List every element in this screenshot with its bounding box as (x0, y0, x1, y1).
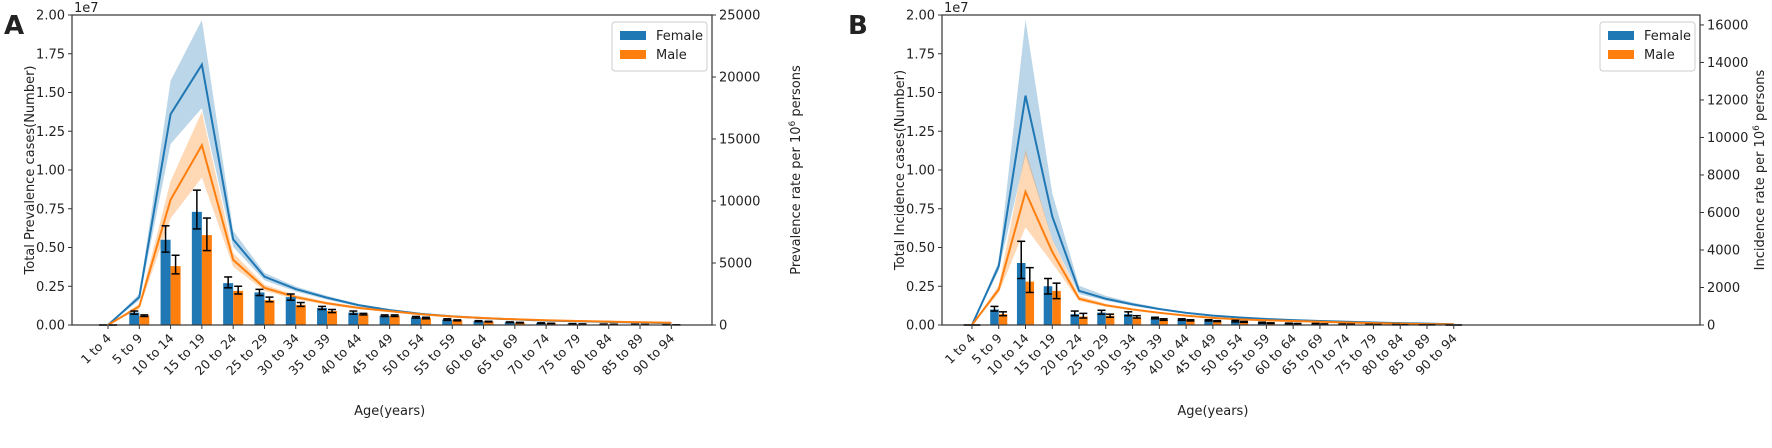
bar-female (223, 283, 233, 325)
y-axis-label: Total Incidence cases(Number) (893, 70, 908, 271)
y-tick-label: 0.00 (906, 319, 935, 334)
bar-female (254, 292, 264, 325)
legend-label-female: Female (1644, 29, 1691, 44)
y2-axis-label: Incidence rate per 106 persons (1752, 69, 1768, 270)
y2-tick-label: 10000 (719, 195, 760, 210)
bar-female (286, 297, 296, 325)
y2-tick-label: 20000 (719, 71, 760, 86)
legend-label-male: Male (1644, 48, 1675, 63)
x-axis-label: Age(years) (354, 404, 425, 419)
bar-male (233, 291, 243, 325)
y2-tick-label: 4000 (1707, 243, 1740, 258)
chart-panel-b: B 0.00 0.25 0.50 0.75 1.00 1.25 1.50 1.75 2.00 1e7… (848, 1, 1768, 419)
y2-tick-label: 8000 (1707, 168, 1740, 183)
y2-tick-label: 15000 (719, 133, 760, 148)
y2-tick-label: 16000 (1707, 18, 1748, 33)
y2-tick-label: 14000 (1707, 56, 1748, 71)
legend-swatch-male (1608, 50, 1634, 59)
y-offset-text: 1e7 (74, 1, 99, 16)
legend-swatch-female (1608, 31, 1634, 40)
y2-label-prefix: Incidence rate per 10 (1753, 131, 1768, 270)
y2-tick-label: 10000 (1707, 131, 1748, 146)
panel-letter: A (4, 11, 24, 41)
legend-swatch-female (620, 31, 646, 40)
y-tick-label: 2.00 (906, 9, 935, 24)
y2-tick-label: 5000 (719, 257, 752, 272)
y2-tick-label: 0 (1707, 319, 1715, 334)
legend-label-male: Male (656, 48, 687, 63)
y-tick-label: 1.25 (906, 125, 935, 140)
plot-frame (942, 15, 1700, 325)
y2-tick-label: 12000 (1707, 93, 1748, 108)
y-tick-label: 0.75 (906, 202, 935, 217)
legend-swatch-male (620, 50, 646, 59)
y-offset-text: 1e7 (944, 1, 969, 16)
y-tick-label: 2.00 (36, 9, 65, 24)
x-tick-label: 1 to 4 (78, 330, 114, 366)
y2-label-suffix: persons (789, 65, 804, 121)
y-tick-label: 0.25 (36, 280, 65, 295)
chart-panel-a: A 0.00 0.25 0.50 0.75 1.00 1.25 1.50 1.75 2.00 1e7… (4, 1, 804, 419)
y2-tick-label: 25000 (719, 9, 760, 24)
y-tick-label: 1.00 (36, 164, 65, 179)
bar-male (264, 300, 274, 325)
panel-letter: B (848, 11, 868, 41)
y2-label-prefix: Prevalence rate per 10 (789, 126, 804, 274)
y2-label-suffix: persons (1753, 69, 1768, 125)
y-tick-label: 0.00 (36, 319, 65, 334)
bar-male (296, 305, 306, 325)
y2-axis-label: Prevalence rate per 106 persons (788, 65, 804, 275)
bar-female (317, 308, 327, 325)
y-tick-label: 1.75 (906, 47, 935, 62)
y-tick-label: 1.25 (36, 125, 65, 140)
y-tick-label: 0.75 (36, 202, 65, 217)
x-axis-label: Age(years) (1177, 404, 1248, 419)
y2-tick-label: 2000 (1707, 281, 1740, 296)
y2-tick-label: 6000 (1707, 206, 1740, 221)
y-tick-label: 1.00 (906, 164, 935, 179)
y-tick-label: 1.50 (906, 86, 935, 101)
y-axis-label: Total Prevalence cases(Number) (23, 66, 38, 276)
legend-label-female: Female (656, 29, 703, 44)
y-tick-label: 0.50 (906, 241, 935, 256)
bar-male (171, 266, 181, 325)
bar-female (990, 310, 999, 326)
y-tick-label: 1.50 (36, 86, 65, 101)
y2-tick-label: 0 (719, 319, 727, 334)
y-tick-label: 0.25 (906, 280, 935, 295)
y-tick-label: 1.75 (36, 47, 65, 62)
y-tick-label: 0.50 (36, 241, 65, 256)
bar-male (358, 314, 368, 325)
